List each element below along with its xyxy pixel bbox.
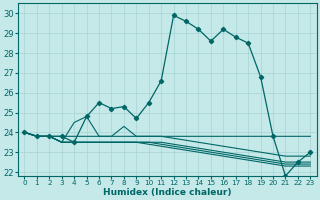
X-axis label: Humidex (Indice chaleur): Humidex (Indice chaleur) [103, 188, 232, 197]
